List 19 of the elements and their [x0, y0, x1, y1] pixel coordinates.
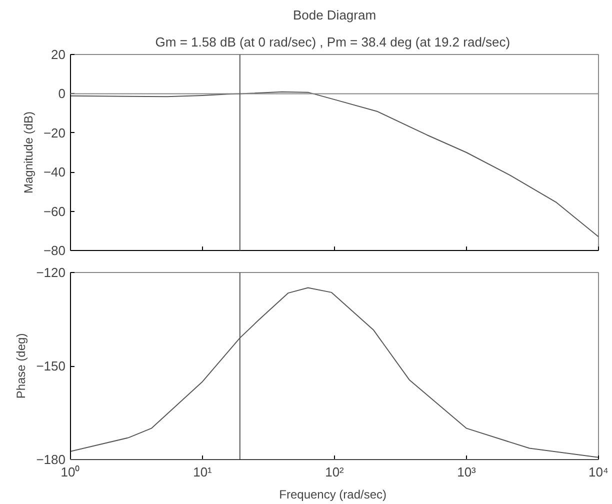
- x-tick-label: 10¹: [193, 464, 213, 480]
- x-tick-label: 10³: [457, 464, 477, 480]
- y-tick-label: −120: [36, 265, 66, 280]
- x-tick-label: 10²: [325, 464, 345, 480]
- y-tick-label: 20: [51, 47, 66, 62]
- chart-title: Bode Diagram: [292, 8, 376, 22]
- y-tick-label: −150: [36, 358, 66, 374]
- x-axis-title: Frequency (rad/sec): [279, 488, 387, 502]
- x-tick-label: 10⁴: [588, 464, 609, 480]
- y-axis-title: Magnitude (dB): [21, 111, 36, 194]
- chart-subtitle: Gm = 1.58 dB (at 0 rad/sec) , Pm = 38.4 deg (at 19.2 rad/sec): [155, 34, 510, 50]
- y-tick-label: −60: [43, 204, 66, 219]
- y-tick-label: −20: [43, 125, 66, 140]
- x-tick-label: 10⁰: [60, 464, 80, 480]
- y-tick-label: −40: [43, 164, 66, 180]
- y-tick-label: −180: [36, 452, 66, 467]
- y-tick-label: 0: [58, 86, 66, 102]
- y-tick-label: −80: [43, 243, 66, 258]
- y-axis-title: Phase (deg): [14, 333, 28, 399]
